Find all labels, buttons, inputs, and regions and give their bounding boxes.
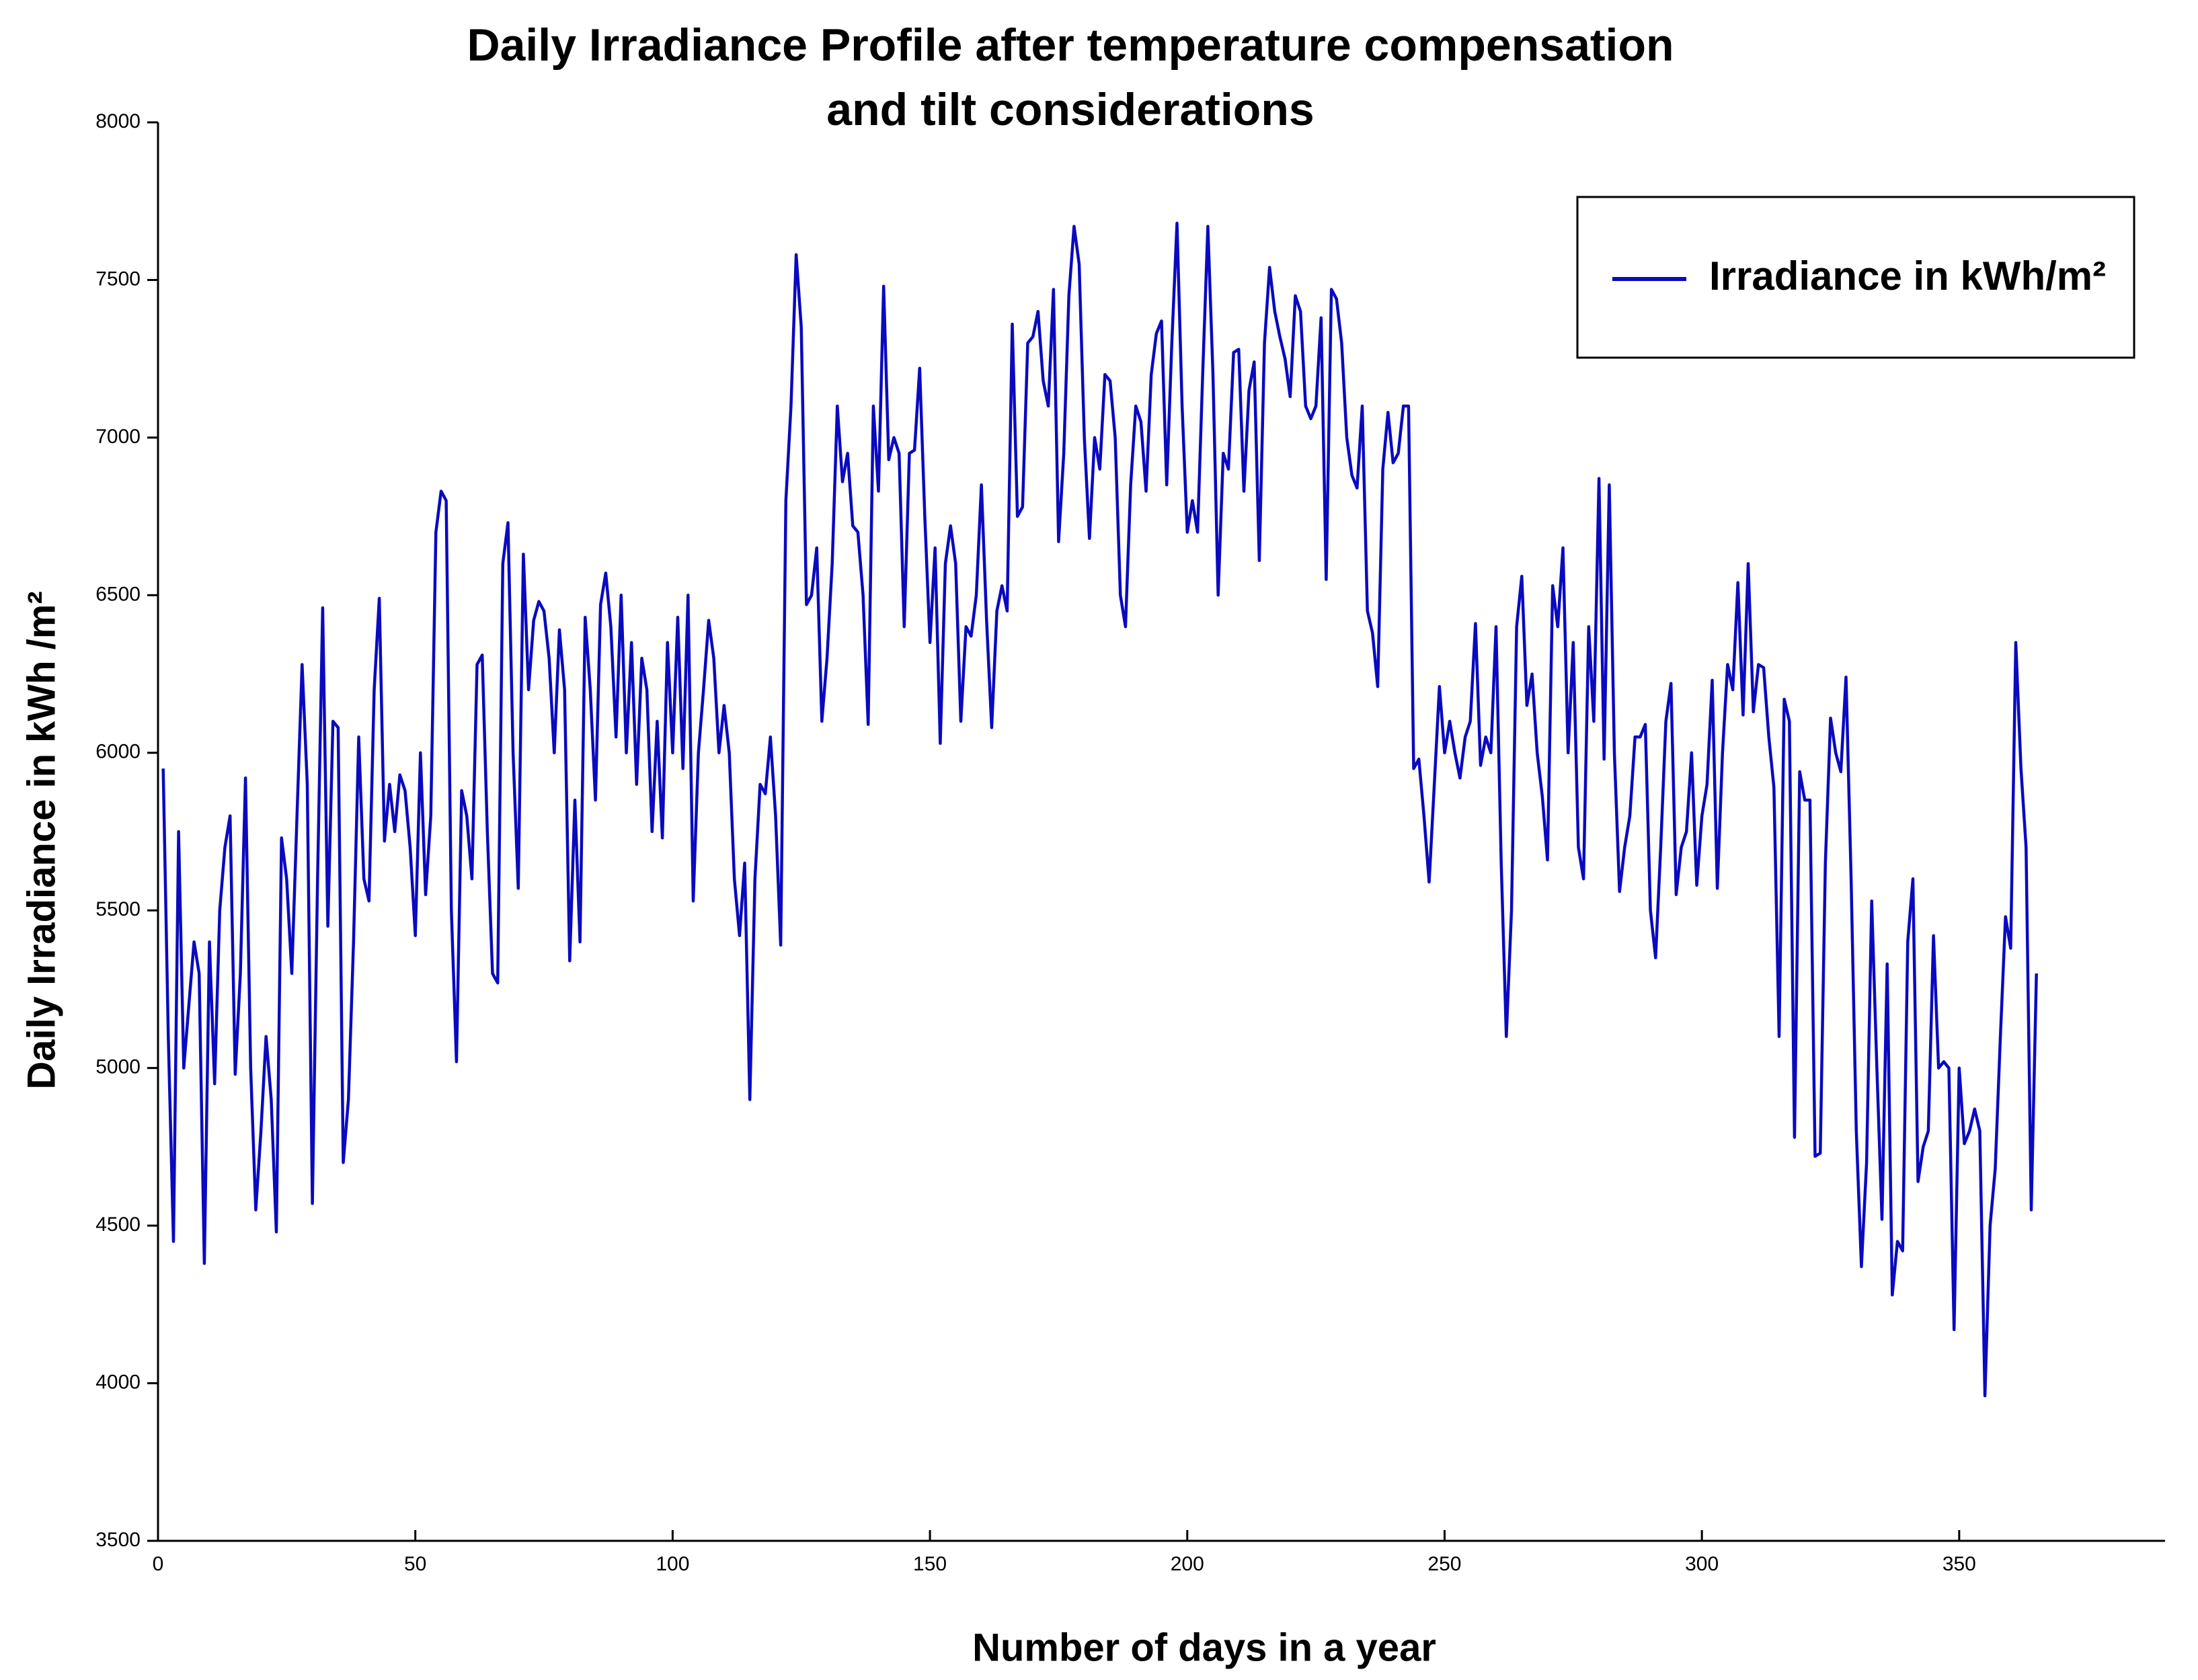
chart-title: and tilt considerations xyxy=(826,84,1314,135)
x-tick-label: 350 xyxy=(1942,1553,1976,1575)
x-tick-label: 300 xyxy=(1685,1553,1719,1575)
x-tick-label: 250 xyxy=(1427,1553,1461,1575)
x-tick-label: 150 xyxy=(913,1553,947,1575)
y-tick-label: 4500 xyxy=(95,1213,141,1236)
x-axis-label: Number of days in a year xyxy=(972,1626,1436,1669)
x-tick-label: 0 xyxy=(153,1553,164,1575)
y-tick-label: 5500 xyxy=(95,898,141,920)
y-tick-label: 7500 xyxy=(95,268,141,290)
y-tick-label: 3500 xyxy=(95,1529,141,1551)
chart-title: Daily Irradiance Profile after temperatu… xyxy=(467,19,1674,71)
y-tick-label: 5000 xyxy=(95,1056,141,1078)
legend-label: Irradiance in kWh/m² xyxy=(1709,253,2106,298)
x-tick-label: 50 xyxy=(404,1553,426,1575)
y-tick-label: 6000 xyxy=(95,741,141,763)
series-line xyxy=(161,221,2038,1398)
y-tick-label: 7000 xyxy=(95,426,141,448)
y-tick-label: 8000 xyxy=(95,110,141,132)
y-tick-label: 4000 xyxy=(95,1371,141,1393)
x-tick-label: 100 xyxy=(656,1553,689,1575)
x-tick-label: 200 xyxy=(1171,1553,1204,1575)
y-tick-label: 6500 xyxy=(95,583,141,605)
y-axis-label: Daily Irradiance in kWh /m² xyxy=(19,591,63,1089)
